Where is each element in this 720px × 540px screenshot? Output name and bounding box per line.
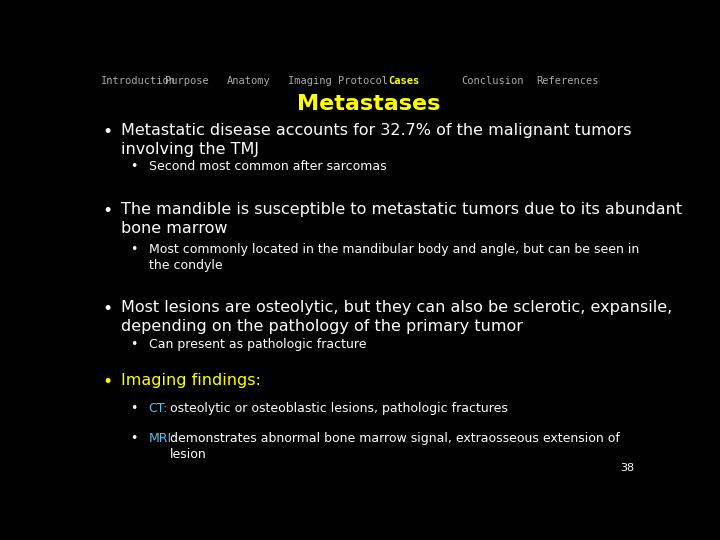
Text: Imaging Protocol: Imaging Protocol xyxy=(288,76,388,86)
Text: Anatomy: Anatomy xyxy=(227,76,271,86)
Text: •: • xyxy=(130,243,138,256)
Text: •: • xyxy=(130,402,138,415)
Text: Cases: Cases xyxy=(389,76,420,86)
Text: •: • xyxy=(130,160,138,173)
Text: Most lesions are osteolytic, but they can also be sclerotic, expansile,
dependin: Most lesions are osteolytic, but they ca… xyxy=(121,300,672,334)
Text: osteolytic or osteoblastic lesions, pathologic fractures: osteolytic or osteoblastic lesions, path… xyxy=(170,402,508,415)
Text: Most commonly located in the mandibular body and angle, but can be seen in
the c: Most commonly located in the mandibular … xyxy=(148,243,639,272)
Text: •: • xyxy=(102,300,112,318)
Text: The mandible is susceptible to metastatic tumors due to its abundant
bone marrow: The mandible is susceptible to metastati… xyxy=(121,202,682,236)
Text: 38: 38 xyxy=(620,463,634,473)
Text: •: • xyxy=(102,373,112,392)
Text: Metastatic disease accounts for 32.7% of the malignant tumors
involving the TMJ: Metastatic disease accounts for 32.7% of… xyxy=(121,123,631,157)
Text: Metastases: Metastases xyxy=(297,94,441,114)
Text: Introduction: Introduction xyxy=(101,76,176,86)
Text: CT:: CT: xyxy=(148,402,168,415)
Text: Conclusion: Conclusion xyxy=(461,76,523,86)
Text: Can present as pathologic fracture: Can present as pathologic fracture xyxy=(148,339,366,352)
Text: demonstrates abnormal bone marrow signal, extraosseous extension of
lesion: demonstrates abnormal bone marrow signal… xyxy=(170,431,620,461)
Text: •: • xyxy=(130,339,138,352)
Text: •: • xyxy=(102,123,112,141)
Text: •: • xyxy=(102,202,112,220)
Text: Purpose: Purpose xyxy=(166,76,209,86)
Text: •: • xyxy=(130,431,138,444)
Text: Imaging findings:: Imaging findings: xyxy=(121,373,261,388)
Text: References: References xyxy=(536,76,599,86)
Text: MRI:: MRI: xyxy=(148,431,176,444)
Text: Second most common after sarcomas: Second most common after sarcomas xyxy=(148,160,386,173)
